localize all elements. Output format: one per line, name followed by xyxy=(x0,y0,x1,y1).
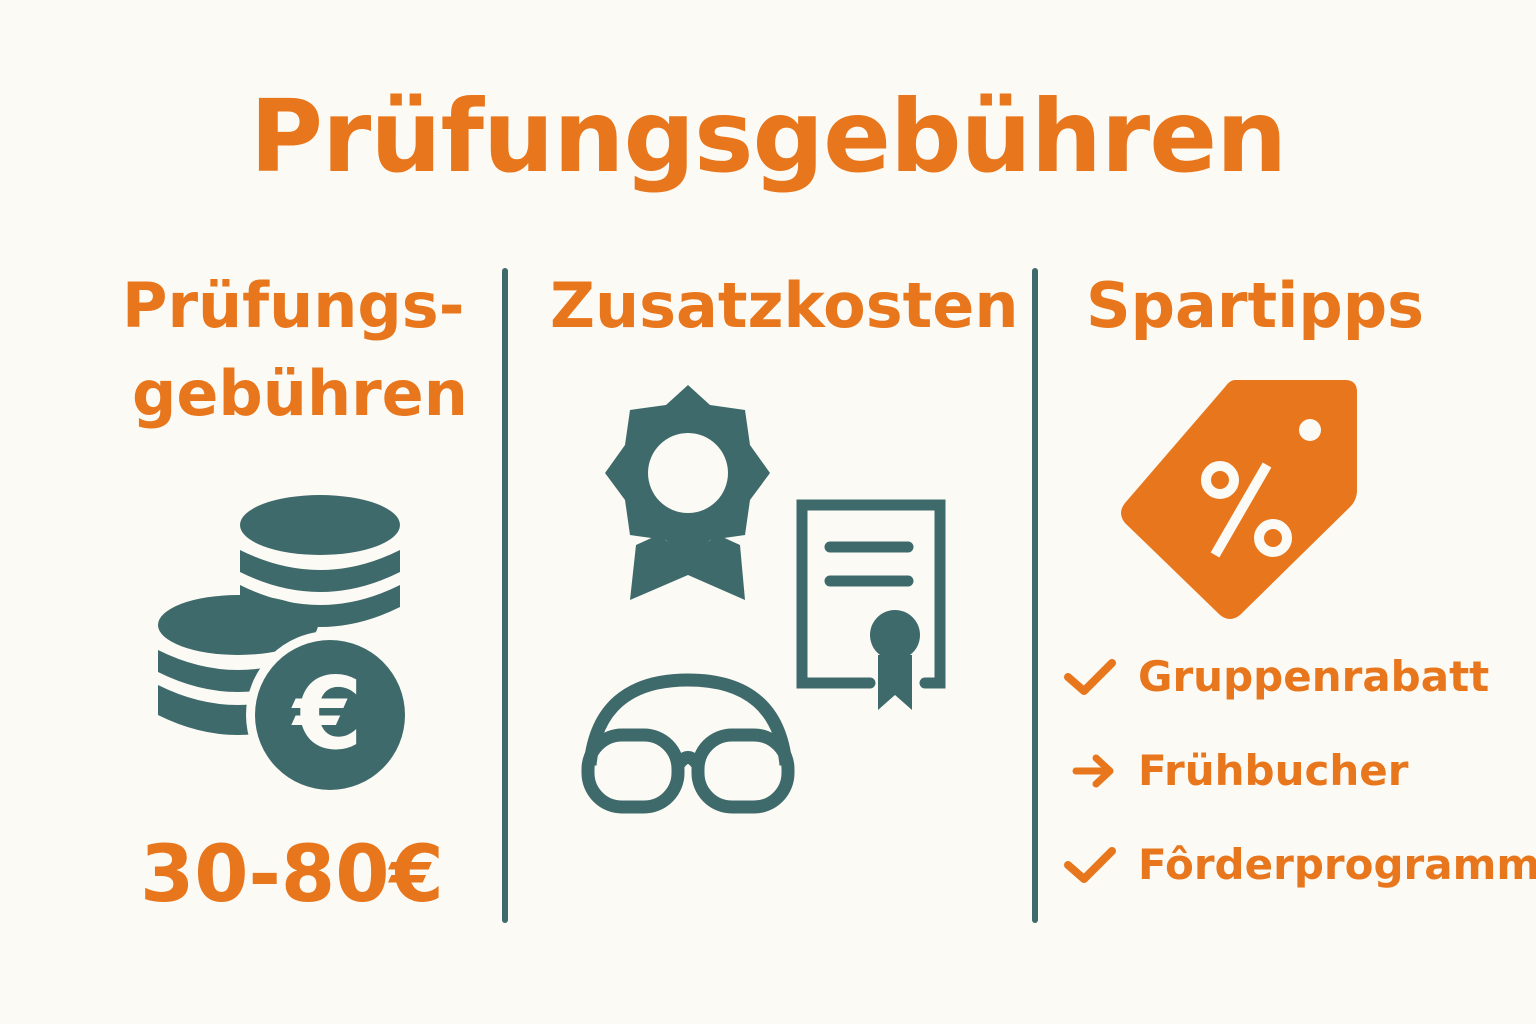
column-heading-extra-costs: Zusatzkosten xyxy=(550,269,1019,342)
tip-item: Fôrderprogramme xyxy=(1062,840,1536,889)
column-divider xyxy=(1032,268,1038,923)
column-heading-fees: Prüfungs- gebühren xyxy=(122,262,468,438)
swim-goggles-icon xyxy=(581,673,795,814)
tip-label: Frühbucher xyxy=(1138,746,1409,795)
check-icon xyxy=(1064,846,1116,883)
tip-label: Gruppenrabatt xyxy=(1138,652,1490,701)
column-heading-saving-tips: Spartipps xyxy=(1086,269,1425,342)
certificate-icon xyxy=(796,499,946,710)
award-badge-icon xyxy=(605,385,770,600)
percent-tag-icon xyxy=(1121,380,1357,619)
tip-item: Gruppenrabatt xyxy=(1062,652,1489,701)
column-divider xyxy=(502,268,508,923)
svg-text:€: € xyxy=(291,655,363,772)
euro-coins-icon: € xyxy=(158,495,414,799)
heading-line: Prüfungs- xyxy=(122,269,465,342)
arrow-right-icon xyxy=(1072,754,1114,787)
tip-label: Fôrderprogramme xyxy=(1138,840,1536,889)
tip-item: Frühbucher xyxy=(1062,746,1408,795)
fee-range: 30-80€ xyxy=(140,830,444,920)
check-icon xyxy=(1064,658,1116,695)
heading-line: gebühren xyxy=(132,357,468,430)
page-title: Prüfungsgebühren xyxy=(249,78,1288,195)
